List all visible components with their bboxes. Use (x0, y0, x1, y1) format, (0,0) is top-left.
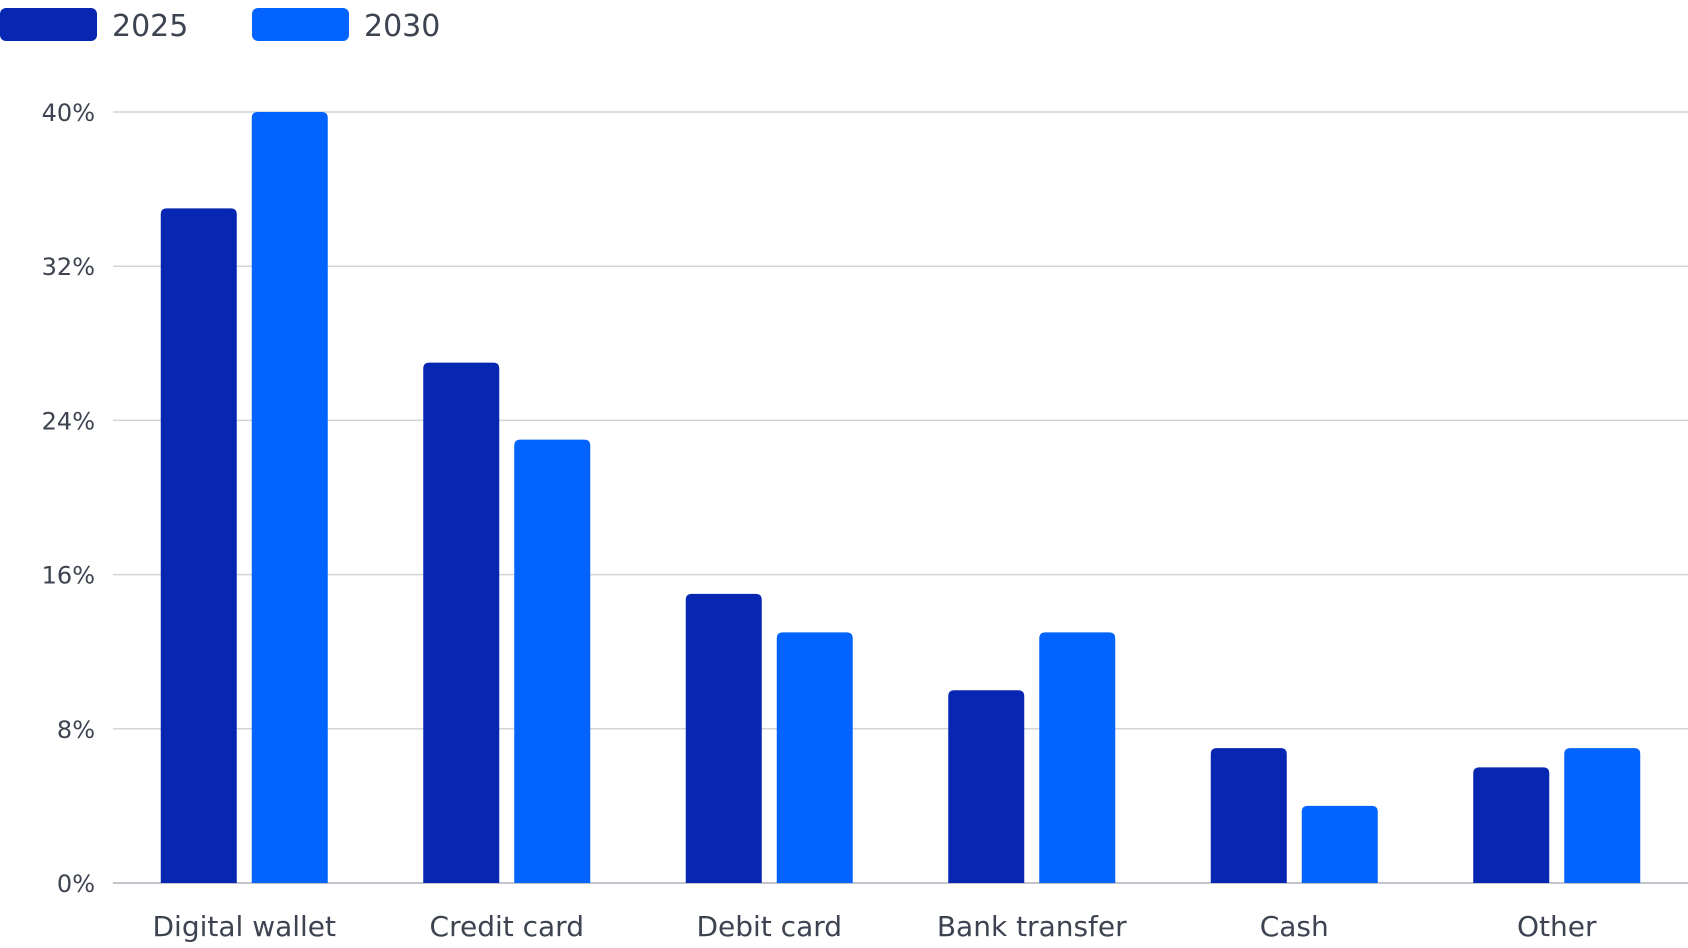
bar-other-2025 (1473, 767, 1550, 883)
y-axis: 0% 8% 16% 24% 32% 40% (42, 99, 95, 898)
x-tick-label-other: Other (1517, 910, 1597, 943)
x-tick-label-digital-wallet: Digital wallet (152, 910, 336, 943)
x-tick-label-bank-transfer: Bank transfer (937, 910, 1127, 943)
legend-label-2030: 2030 (364, 9, 440, 44)
y-tick-label-0: 0% (57, 870, 95, 898)
bar-credit-card-2030 (514, 439, 591, 883)
legend: 2025 2030 (0, 8, 440, 44)
y-tick-label-32: 32% (42, 253, 95, 281)
bar-bank-transfer-2025 (948, 690, 1025, 883)
bar-debit-card-2030 (776, 632, 853, 883)
legend-swatch-2030 (252, 8, 349, 41)
x-axis: Digital wallet Credit card Debit card Bank … (152, 910, 1596, 943)
y-tick-label-16: 16% (42, 562, 95, 590)
bar-debit-card-2025 (685, 593, 762, 883)
x-tick-label-debit-card: Debit card (696, 910, 842, 943)
bar-credit-card-2025 (423, 362, 500, 883)
y-tick-label-40: 40% (42, 99, 95, 127)
legend-label-2025: 2025 (112, 9, 188, 44)
bar-cash-2025 (1210, 748, 1287, 883)
bar-digital-wallet-2025 (160, 208, 237, 883)
y-tick-label-24: 24% (42, 407, 95, 435)
legend-swatch-2025 (0, 8, 97, 41)
y-tick-label-8: 8% (57, 716, 95, 744)
x-tick-label-credit-card: Credit card (430, 910, 584, 943)
gridlines (113, 111, 1688, 884)
x-tick-label-cash: Cash (1260, 910, 1329, 943)
bar-other-2030 (1564, 748, 1641, 883)
bar-cash-2030 (1301, 805, 1378, 883)
bar-bank-transfer-2030 (1039, 632, 1116, 883)
bar-digital-wallet-2030 (251, 112, 328, 883)
bars (160, 112, 1641, 883)
